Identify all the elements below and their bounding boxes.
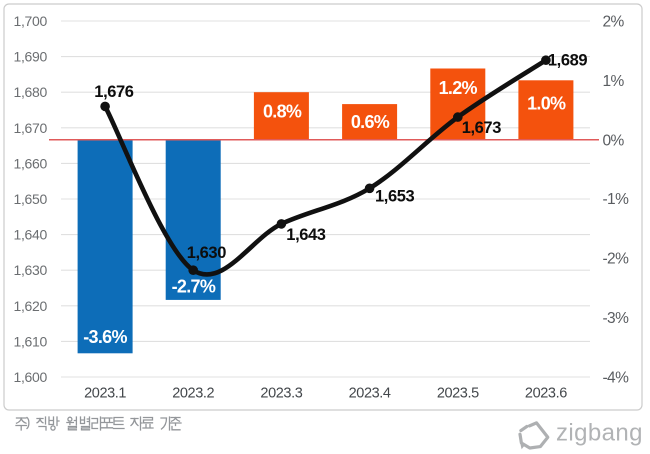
svg-text:-1%: -1%: [603, 191, 630, 208]
svg-text:1,660: 1,660: [13, 155, 47, 171]
svg-text:1,653: 1,653: [375, 188, 415, 206]
svg-text:1,600: 1,600: [13, 369, 47, 385]
svg-text:0%: 0%: [603, 133, 625, 150]
svg-text:-3.6%: -3.6%: [83, 327, 127, 347]
svg-text:1,689: 1,689: [548, 51, 588, 69]
svg-text:zigbang: zigbang: [556, 420, 643, 447]
svg-text:1,670: 1,670: [13, 120, 47, 136]
svg-text:-2%: -2%: [603, 251, 630, 268]
svg-text:1,630: 1,630: [187, 244, 227, 262]
svg-text:1,620: 1,620: [13, 298, 47, 314]
svg-text:0.8%: 0.8%: [263, 102, 302, 122]
svg-text:1.2%: 1.2%: [439, 78, 478, 98]
svg-text:2023.3: 2023.3: [260, 386, 302, 402]
svg-text:2023.2: 2023.2: [172, 386, 214, 402]
svg-text:1.0%: 1.0%: [527, 94, 566, 114]
svg-text:1,680: 1,680: [13, 84, 47, 100]
svg-text:-3%: -3%: [603, 310, 630, 327]
svg-text:-4%: -4%: [603, 369, 630, 386]
svg-text:1,630: 1,630: [13, 262, 47, 278]
svg-text:2%: 2%: [603, 14, 625, 31]
svg-text:0.6%: 0.6%: [351, 112, 390, 132]
svg-text:1,650: 1,650: [13, 191, 47, 207]
svg-text:1%: 1%: [603, 73, 625, 90]
svg-text:1,676: 1,676: [94, 83, 134, 101]
svg-text:1,643: 1,643: [286, 226, 326, 244]
svg-text:2023.5: 2023.5: [437, 386, 479, 402]
svg-text:1,673: 1,673: [462, 119, 502, 137]
svg-text:2023.4: 2023.4: [349, 386, 391, 402]
svg-text:1,690: 1,690: [13, 49, 47, 65]
svg-text:-2.7%: -2.7%: [172, 277, 216, 297]
svg-text:1,700: 1,700: [13, 13, 47, 29]
svg-text:2023.6: 2023.6: [525, 386, 567, 402]
svg-text:1,610: 1,610: [13, 333, 47, 349]
svg-text:1,640: 1,640: [13, 227, 47, 243]
svg-text:2023.1: 2023.1: [84, 386, 126, 402]
